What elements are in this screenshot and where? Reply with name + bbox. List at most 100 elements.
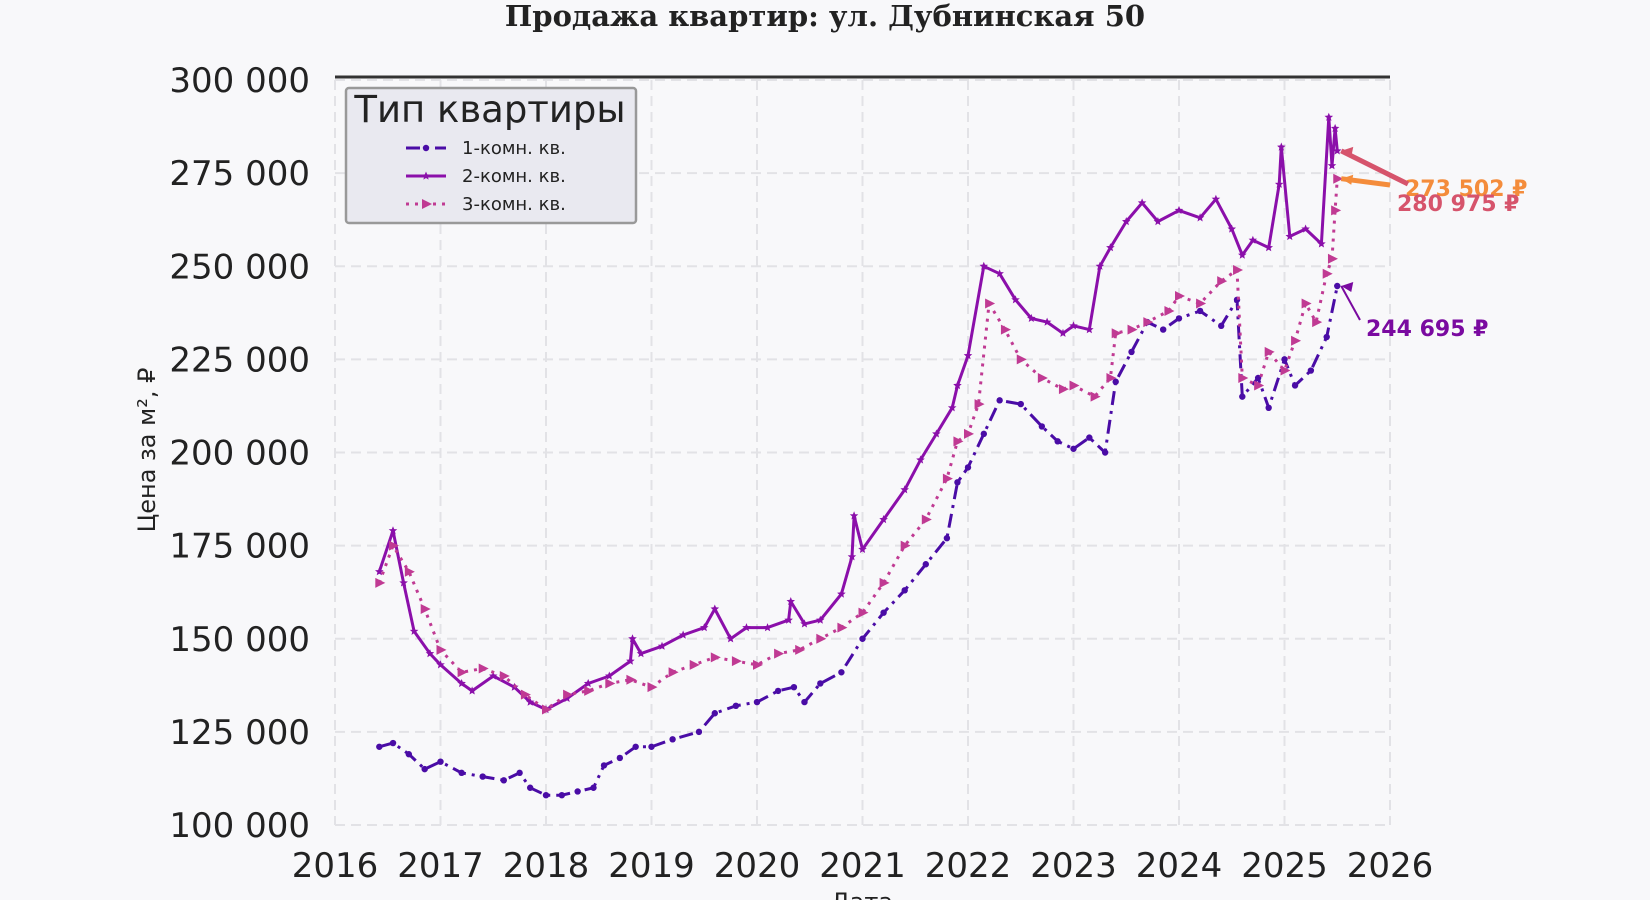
data-point [849,511,859,520]
data-point [922,561,929,568]
data-point [786,597,795,606]
legend-entries: 1-комн. кв. 2-комн. кв. 3-комн. кв. [406,138,566,215]
data-point [763,623,772,632]
data-point [879,577,890,588]
data-point [467,686,477,695]
data-point [774,648,785,659]
data-point [774,687,782,695]
data-point [953,381,962,390]
data-point [900,485,909,494]
data-point [1238,250,1247,259]
x-tick-label: 2023 [1030,846,1117,886]
y-tick-label: 225 000 [169,340,310,380]
data-point [964,428,974,439]
data-point [1054,438,1061,445]
data-point [632,743,639,750]
data-point [1254,380,1265,391]
data-point [1239,393,1246,400]
data-point [953,436,964,447]
data-point [731,656,742,667]
y-tick-label: 275 000 [169,154,310,194]
data-point [1285,231,1295,241]
data-point [932,429,941,438]
data-point [668,667,679,678]
data-point [605,671,614,680]
data-point [542,704,552,715]
data-point [1291,335,1302,346]
data-point [1277,142,1286,151]
data-point [457,667,468,678]
y-tick-label: 175 000 [169,527,310,567]
series-3 [375,173,1344,715]
x-axis-ticks: 2016 2017 2018 2019 2020 2021 2022 2023 2024 2025… [292,846,1434,886]
data-point [695,728,703,736]
data-point [1069,380,1080,391]
data-point [689,659,700,670]
x-tick-label: 2020 [714,846,801,886]
data-point [1334,282,1341,290]
data-point [1164,305,1175,316]
y-tick-label: 250 000 [169,247,310,287]
data-point [963,351,973,360]
data-point [1211,194,1221,203]
legend-label: 3-комн. кв. [462,194,566,215]
data-point [753,659,763,670]
data-point [389,540,400,551]
data-point [900,540,911,551]
grid [334,79,1391,826]
annotation-label: 244 695 ₽ [1366,317,1488,342]
series-layer [375,112,1344,799]
data-point [600,762,608,769]
data-point [626,656,635,665]
legend: Тип квартиры 1-комн. кв. 2-комн. кв. 3-ком… [344,86,638,225]
y-tick-label: 125 000 [169,713,310,753]
data-point [974,399,985,410]
data-point [1175,315,1183,322]
data-point [1196,298,1207,309]
data-point [388,526,398,535]
data-point [964,464,972,471]
annotation-arrowhead [1341,282,1354,293]
data-point [1038,423,1046,430]
data-point [1217,276,1228,287]
data-point [1128,348,1135,356]
data-point [1016,354,1027,365]
data-point [1127,324,1138,335]
x-tick-label: 2022 [925,846,1012,886]
data-point [584,685,595,696]
data-point [1324,112,1334,121]
data-point [376,743,383,750]
data-point [732,702,740,709]
data-point [1095,261,1105,270]
data-point [616,754,624,762]
data-point [648,743,655,750]
data-point [499,671,510,681]
data-point [1143,317,1154,328]
data-point [816,633,827,644]
data-point [1264,243,1273,252]
data-point [636,649,646,658]
data-point [817,680,824,687]
data-point [858,607,869,618]
annotation-arrowhead [1341,146,1354,157]
data-point [790,683,798,691]
x-tick-label: 2021 [819,846,906,886]
data-point [837,589,846,598]
x-tick-label: 2025 [1241,846,1328,886]
data-point [1106,373,1117,383]
data-point [1037,373,1048,383]
series-2 [375,112,1342,714]
data-point [1106,243,1115,252]
data-point [1017,400,1024,408]
data-point [795,644,806,655]
x-tick-label: 2017 [397,846,484,886]
data-point [1323,333,1330,341]
data-point [1307,367,1315,374]
legend-marker [422,199,432,209]
data-point [574,788,581,795]
data-point [437,758,444,765]
data-point [995,269,1004,278]
data-point [1086,434,1093,441]
data-point [800,619,809,628]
